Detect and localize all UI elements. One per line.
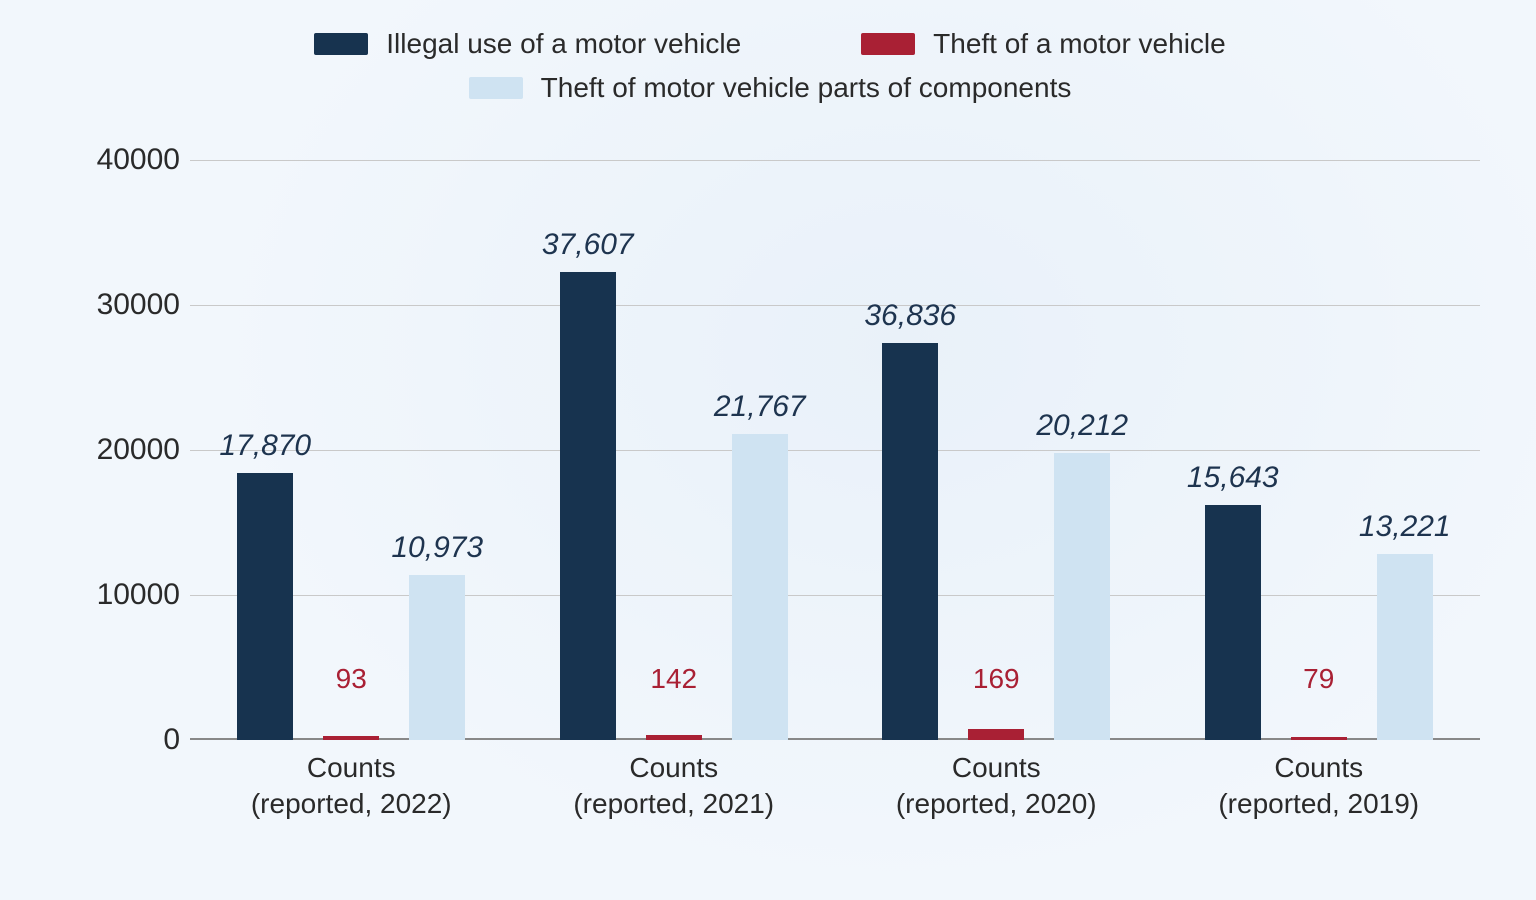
bar-theft_parts <box>732 434 788 740</box>
legend-swatch-theft-parts <box>469 77 523 99</box>
bar-value-label: 169 <box>921 663 1071 695</box>
legend-label: Theft of motor vehicle parts of componen… <box>541 72 1072 104</box>
bar-group: 37,60714221,767Counts(reported, 2021) <box>534 160 814 740</box>
bar-value-label: 21,767 <box>685 390 835 424</box>
bar-value-label: 13,221 <box>1330 510 1480 544</box>
x-axis-category-label: Counts(reported, 2019) <box>1159 740 1479 823</box>
plot-area: 01000020000300004000017,8709310,973Count… <box>190 160 1480 740</box>
bar-group: 17,8709310,973Counts(reported, 2022) <box>211 160 491 740</box>
bar-illegal_use <box>237 473 293 740</box>
bar-value-label: 142 <box>599 663 749 695</box>
y-axis-tick-label: 0 <box>40 723 180 757</box>
legend-item-theft-parts: Theft of motor vehicle parts of componen… <box>469 72 1072 104</box>
bar-value-label: 10,973 <box>362 531 512 565</box>
bar-theft_parts <box>1377 554 1433 740</box>
legend-item-theft-vehicle: Theft of a motor vehicle <box>861 28 1226 60</box>
x-axis-category-label: Counts(reported, 2021) <box>514 740 834 823</box>
bar-value-label: 79 <box>1244 663 1394 695</box>
bar-theft_parts <box>409 575 465 740</box>
bar-group: 36,83616920,212Counts(reported, 2020) <box>856 160 1136 740</box>
x-axis-category-label: Counts(reported, 2020) <box>836 740 1156 823</box>
y-axis-tick-label: 30000 <box>40 288 180 322</box>
bar-value-label: 15,643 <box>1158 461 1308 495</box>
legend-swatch-theft-vehicle <box>861 33 915 55</box>
bar-group: 15,6437913,221Counts(reported, 2019) <box>1179 160 1459 740</box>
bar-value-label: 17,870 <box>190 429 340 463</box>
bar-illegal_use <box>1205 505 1261 740</box>
chart-container: Illegal use of a motor vehicle Theft of … <box>40 10 1500 850</box>
legend-label: Illegal use of a motor vehicle <box>386 28 741 60</box>
legend-item-illegal-use: Illegal use of a motor vehicle <box>314 28 741 60</box>
legend-swatch-illegal-use <box>314 33 368 55</box>
bar-theft_vehicle <box>968 729 1024 740</box>
bar-value-label: 20,212 <box>1007 409 1157 443</box>
chart-legend: Illegal use of a motor vehicle Theft of … <box>40 10 1500 104</box>
bar-value-label: 36,836 <box>835 299 985 333</box>
legend-label: Theft of a motor vehicle <box>933 28 1226 60</box>
bar-value-label: 93 <box>276 663 426 695</box>
x-axis-category-label: Counts(reported, 2022) <box>191 740 511 823</box>
bar-value-label: 37,607 <box>513 228 663 262</box>
y-axis-tick-label: 20000 <box>40 433 180 467</box>
y-axis-tick-label: 40000 <box>40 143 180 177</box>
bar-theft_parts <box>1054 453 1110 740</box>
y-axis-tick-label: 10000 <box>40 578 180 612</box>
